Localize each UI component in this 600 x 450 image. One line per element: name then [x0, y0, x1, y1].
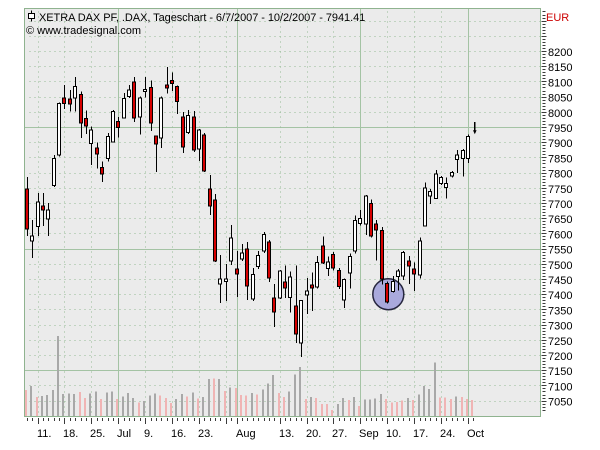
svg-text:7850: 7850: [548, 153, 572, 165]
svg-text:23.: 23.: [198, 428, 213, 440]
svg-text:7700: 7700: [548, 199, 572, 211]
svg-text:7600: 7600: [548, 229, 572, 241]
svg-text:© www.tradesignal.com: © www.tradesignal.com: [26, 25, 141, 37]
svg-text:8050: 8050: [548, 93, 572, 105]
svg-text:7400: 7400: [548, 290, 572, 302]
svg-text:8150: 8150: [548, 62, 572, 74]
svg-text:8000: 8000: [548, 108, 572, 120]
svg-text:Jul: Jul: [117, 428, 131, 440]
svg-text:7150: 7150: [548, 366, 572, 378]
svg-text:17.: 17.: [413, 428, 428, 440]
svg-text:13.: 13.: [279, 428, 294, 440]
svg-text:18.: 18.: [63, 428, 78, 440]
svg-text:7100: 7100: [548, 381, 572, 393]
svg-text:EUR: EUR: [546, 12, 569, 24]
svg-text:27.: 27.: [332, 428, 347, 440]
svg-text:10.: 10.: [386, 428, 401, 440]
svg-text:7350: 7350: [548, 305, 572, 317]
svg-text:Aug: Aug: [236, 428, 256, 440]
svg-text:8100: 8100: [548, 77, 572, 89]
svg-text:7550: 7550: [548, 245, 572, 257]
svg-text:XETRA DAX PF, .DAX, Tageschart: XETRA DAX PF, .DAX, Tageschart - 6/7/200…: [39, 12, 365, 24]
svg-text:25.: 25.: [90, 428, 105, 440]
svg-text:20.: 20.: [306, 428, 321, 440]
svg-text:9.: 9.: [144, 428, 153, 440]
svg-text:7300: 7300: [548, 321, 572, 333]
svg-text:7750: 7750: [548, 184, 572, 196]
svg-text:Sep: Sep: [359, 428, 379, 440]
svg-text:7200: 7200: [548, 351, 572, 363]
svg-text:16.: 16.: [171, 428, 186, 440]
svg-text:24.: 24.: [440, 428, 455, 440]
svg-text:Oct: Oct: [467, 428, 484, 440]
svg-text:7450: 7450: [548, 275, 572, 287]
svg-text:7500: 7500: [548, 260, 572, 272]
svg-text:7250: 7250: [548, 336, 572, 348]
svg-text:11.: 11.: [37, 428, 51, 440]
svg-text:7050: 7050: [548, 397, 572, 409]
svg-text:7800: 7800: [548, 169, 572, 181]
svg-text:7950: 7950: [548, 123, 572, 135]
svg-text:7650: 7650: [548, 214, 572, 226]
svg-text:8200: 8200: [548, 47, 572, 59]
svg-text:7900: 7900: [548, 138, 572, 150]
